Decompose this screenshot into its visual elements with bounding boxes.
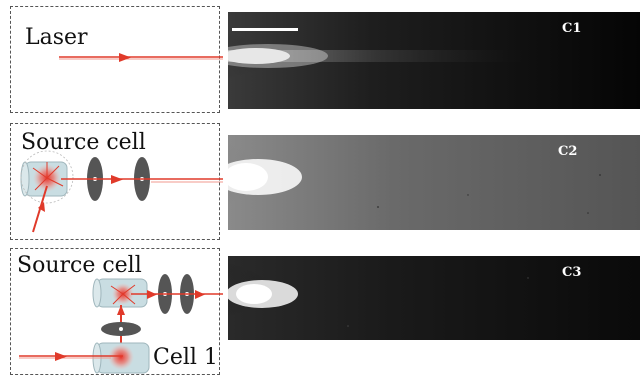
fluorescence-image-c2 — [228, 135, 640, 230]
schematic-source-cell: Source cell — [10, 123, 223, 240]
panel-label-c1: C1 — [562, 21, 582, 36]
schematic-laser: Laser — [10, 6, 223, 113]
beam-arrow-icon — [111, 175, 123, 184]
image-panel-c2: C2 — [228, 135, 640, 230]
source-cell-diagram — [20, 150, 223, 233]
fluorescence-image-c3 — [228, 256, 640, 340]
beam-core — [228, 48, 290, 64]
source-cell-label: Source cell — [21, 130, 146, 155]
laser-label: Laser — [25, 25, 88, 50]
cell-1-label: Cell 1 — [153, 345, 218, 370]
scale-bar — [232, 28, 298, 31]
beam-arrow-icon — [55, 352, 67, 361]
source-cell-label: Source cell — [17, 253, 142, 278]
beam-arrow-icon — [119, 53, 131, 62]
two-cell-diagram — [19, 274, 223, 374]
image-panel-c1: C1 — [228, 12, 640, 109]
image-panel-c3: C3 — [228, 256, 640, 340]
schematic-source-cell-1: Source cell Cell 1 — [10, 248, 223, 375]
panel-label-c3: C3 — [562, 265, 582, 280]
panel-label-c2: C2 — [558, 144, 578, 159]
laser-diagram — [59, 53, 223, 62]
fluorescence-spot — [108, 344, 134, 370]
